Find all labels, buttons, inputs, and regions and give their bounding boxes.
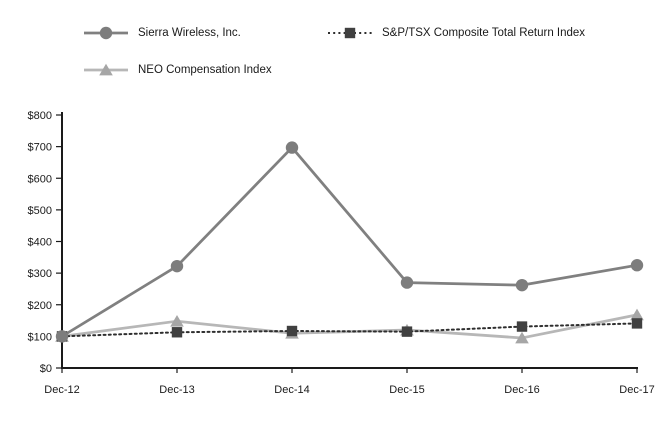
neo-compensation-line-marker-icon: [84, 63, 128, 76]
sierra-wireless-line-marker-icon: [84, 26, 128, 40]
y-axis-tick-label: $0: [40, 363, 52, 375]
series-line-s-p-tsx-composite-total-return-index: [61, 322, 638, 338]
series-line-sierra-wireless-inc: [60, 146, 639, 338]
x-axis-tick-label: Dec-16: [504, 384, 539, 396]
x-axis-tick-label: Dec-12: [44, 384, 79, 396]
y-axis-tick-label: $400: [28, 237, 52, 249]
sierra-wireless-inc-marker-circle: [55, 330, 69, 343]
sierra-wireless-inc-marker-circle: [630, 259, 644, 272]
x-axis-tick-label: Dec-14: [274, 384, 309, 396]
y-axis-tick-label: $800: [28, 110, 52, 122]
neo-compensation-index-marker-triangle: [170, 314, 184, 327]
y-axis-tick-label: $700: [28, 142, 52, 154]
legend-item-sptsx: S&P/TSX Composite Total Return Index: [327, 25, 585, 41]
s-p-tsx-composite-total-return-index-marker-square: [631, 318, 643, 329]
s-p-tsx-composite-total-return-index-marker-square: [401, 326, 413, 337]
s-p-tsx-composite-total-return-index-marker-square: [516, 321, 528, 332]
neo-compensation-index-marker-triangle: [630, 308, 644, 321]
sierra-wireless-inc-marker-circle: [400, 276, 414, 289]
x-axis-tick-label: Dec-17: [619, 384, 654, 396]
sierra-wireless-inc-marker-circle: [99, 26, 113, 40]
sierra-wireless-inc-marker-circle: [170, 259, 184, 273]
neo-compensation-index-marker-triangle: [99, 63, 113, 76]
y-axis-tick-label: $300: [28, 268, 52, 280]
legend-label-neo-compensation: NEO Compensation Index: [138, 64, 272, 76]
y-axis-tick-label: $500: [28, 205, 52, 217]
legend-item-sierra-wireless: Sierra Wireless, Inc.: [83, 25, 241, 41]
y-axis-tick-label: $100: [28, 331, 52, 343]
s-p-tsx-composite-total-return-index-marker-square: [344, 27, 356, 39]
s-p-tsx-composite-total-return-index-marker-square: [286, 325, 298, 337]
sierra-wireless-inc-marker-circle: [515, 278, 529, 292]
legend-label-sierra-wireless: Sierra Wireless, Inc.: [138, 27, 241, 39]
sierra-wireless-inc-marker-circle: [285, 141, 299, 154]
sptsx-dotted-square-marker-icon: [328, 27, 372, 39]
x-axis-tick-label: Dec-13: [159, 384, 194, 396]
y-axis-tick-label: $600: [28, 173, 52, 185]
legend-item-neo-compensation: NEO Compensation Index: [83, 62, 272, 78]
x-axis-tick-label: Dec-15: [389, 384, 424, 396]
legend-label-sptsx: S&P/TSX Composite Total Return Index: [382, 27, 586, 39]
y-axis-tick-label: $200: [28, 300, 52, 312]
neo-compensation-index-marker-triangle: [515, 331, 529, 344]
s-p-tsx-composite-total-return-index-marker-square: [171, 327, 183, 338]
